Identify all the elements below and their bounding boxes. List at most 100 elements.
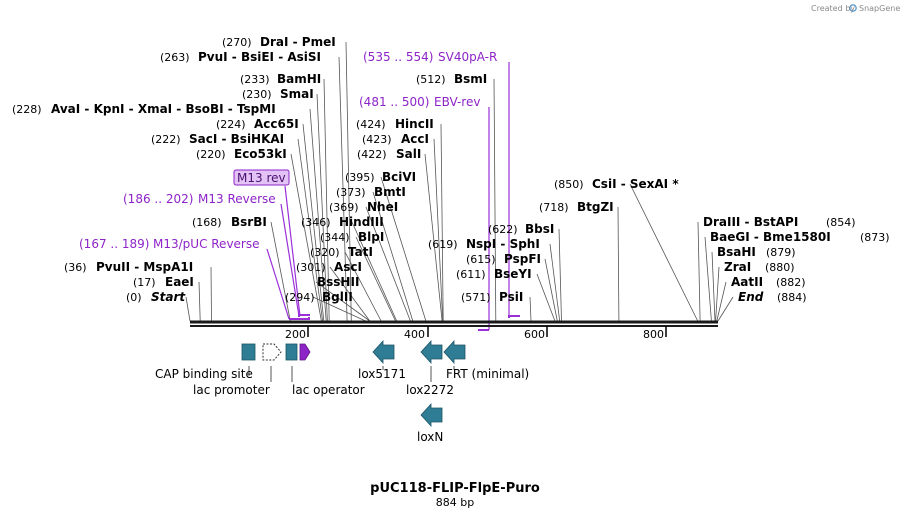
site-pvuii-name: PvuII - MspA1I [96, 260, 193, 274]
primer-labels: (167 .. 189) M13/pUC Reverse (186 .. 202… [79, 50, 497, 251]
site-pvui[interactable]: (263) PvuI - BsiEI - AsiSI [160, 50, 321, 64]
primer-bar-sv40pa-r[interactable] [508, 315, 520, 318]
site-hincii[interactable]: (424) HincII [356, 117, 434, 131]
leader-line-draiii [697, 221, 701, 322]
site-avai-name: AvaI - KpnI - XmaI - BsoBI - TspMI [51, 102, 276, 116]
site-hindiii[interactable]: (346) HindIII [301, 215, 384, 229]
leader-line-end [717, 296, 734, 322]
site-csii-position: (850) [554, 178, 584, 191]
leader-lines [185, 41, 734, 330]
leader-line-drai [345, 41, 352, 322]
leader-line-bseyi [536, 273, 556, 322]
features: CAP binding site lac promoter lac operat… [155, 339, 529, 444]
primer-m13-reverse[interactable]: (186 .. 202) M13 Reverse [123, 192, 276, 206]
primer-m13-puc-reverse[interactable]: (167 .. 189) M13/pUC Reverse [79, 237, 260, 251]
site-sali[interactable]: (422) SalI [357, 147, 421, 161]
site-bsrbi[interactable]: (168) BsrBI [192, 215, 267, 229]
feature-lox5171[interactable]: lox5171 [358, 339, 406, 381]
site-bcivi-name: BciVI [382, 170, 416, 184]
site-drai[interactable]: (270) DraI - PmeI [222, 35, 336, 49]
primer-m13-puc-reverse-range: (167 .. 189) [79, 237, 149, 251]
feature-loxn[interactable]: loxN [417, 402, 443, 444]
ruler: 200 400 600 800 [285, 326, 667, 341]
restriction-sites: (0) Start (17) EaeI (36) PvuII - MspA1I … [12, 35, 890, 304]
site-blpi[interactable]: (344) BlpI [320, 230, 384, 244]
tick-label-200: 200 [285, 328, 306, 341]
site-hindiii-position: (346) [301, 216, 331, 229]
site-bmti-name: BmtI [374, 185, 406, 199]
site-avai[interactable]: (228) AvaI - KpnI - XmaI - BsoBI - TspMI [12, 102, 276, 116]
feature-lac-promoter[interactable]: lac promoter [193, 343, 282, 397]
feature-frt-minimal-label: FRT (minimal) [446, 367, 529, 381]
feature-lox2272[interactable]: lox2272 [406, 339, 454, 397]
primer-leader-m13-rev [284, 185, 301, 317]
site-zrai-position: (880) [765, 261, 795, 274]
feature-cap-binding-site[interactable]: CAP binding site [155, 343, 256, 381]
leader-line-bamhi [323, 78, 330, 322]
leader-line-bbsi [558, 228, 562, 322]
site-nspi[interactable]: (619) NspI - SphI [428, 237, 540, 251]
feature-lac-operator[interactable]: lac operator [285, 343, 365, 397]
site-baegi-position: (873) [860, 231, 890, 244]
leader-line-eaei [198, 281, 201, 322]
site-eaei[interactable]: (17) EaeI [133, 275, 194, 289]
site-aatii[interactable]: AatII (882) [731, 275, 806, 289]
snapgene-logo-icon [849, 4, 857, 12]
primer-bar-m13-reverse[interactable] [298, 314, 310, 317]
site-saci-position: (222) [151, 133, 181, 146]
leader-line-saci [297, 138, 323, 322]
leader-line-bsshii [315, 281, 371, 322]
primer-sv40pa-r[interactable]: (535 .. 554) SV40pA-R [363, 50, 497, 64]
site-bbsi[interactable]: (622) BbsI [488, 222, 554, 236]
site-btgzi[interactable]: (718) BtgZI [539, 200, 614, 214]
site-eaei-name: EaeI [165, 275, 194, 289]
site-tati[interactable]: (320) TatI [310, 245, 373, 259]
snapgene-credit: Created by SnapGene [811, 4, 900, 13]
site-end[interactable]: End (884) [738, 290, 807, 304]
map-caption: pUC118-FLIP-FlpE-Puro 884 bp [370, 481, 540, 509]
site-bsmi[interactable]: (512) BsmI [416, 72, 487, 86]
site-acci[interactable]: (423) AccI [362, 132, 429, 146]
leader-line-bsmi [493, 78, 497, 322]
tick-label-400: 400 [404, 328, 425, 341]
site-bamhi[interactable]: (233) BamHI [240, 72, 321, 86]
primer-m13-rev-highlighted[interactable]: M13 rev [233, 169, 290, 186]
sequence-backbone [190, 320, 718, 327]
primer-m13-rev-highlight-box [233, 169, 290, 186]
feature-lox5171-label: lox5171 [358, 367, 406, 381]
site-draiii[interactable]: DraIII - BstAPI (854) [703, 215, 856, 229]
site-bsshii[interactable]: BssHII [317, 275, 359, 289]
site-pspfi[interactable]: (615) PspFI [466, 252, 541, 266]
site-bsrbi-name: BsrBI [231, 215, 267, 229]
site-asci[interactable]: (301) AscI [296, 260, 362, 274]
primer-bar-m13-puc-reverse[interactable] [289, 317, 310, 320]
site-nhei[interactable]: (369) NheI [329, 200, 398, 214]
site-saci[interactable]: (222) SacI - BsiHKAI [151, 132, 284, 146]
leader-line-acc65i [302, 123, 325, 322]
site-bglii-name: BglII [322, 290, 353, 304]
leader-line-start [185, 296, 191, 322]
primer-ebv-rev[interactable]: (481 .. 500) EBV-rev [359, 95, 480, 109]
site-acc65i[interactable]: (224) Acc65I [216, 117, 299, 131]
site-bmti[interactable]: (373) BmtI [336, 185, 406, 199]
site-zrai[interactable]: ZraI (880) [724, 260, 795, 274]
site-bbsi-position: (622) [488, 223, 518, 236]
site-baegi[interactable]: BaeGI - Bme1580I (873) [710, 230, 890, 244]
feature-frt-minimal[interactable]: FRT (minimal) [443, 339, 529, 381]
site-bglii[interactable]: (294) BglII [285, 290, 353, 304]
site-bcivi[interactable]: (395) BciVI [345, 170, 416, 184]
leader-line-zrai [715, 266, 720, 322]
site-bamhi-position: (233) [240, 73, 270, 86]
site-bsahi[interactable]: BsaHI (879) [717, 245, 796, 259]
site-csii[interactable]: (850) CsiI - SexAI * [554, 177, 679, 191]
primer-m13-reverse-name: M13 Reverse [198, 192, 276, 206]
site-start[interactable]: (0) Start [126, 290, 186, 304]
site-pvuii[interactable]: (36) PvuII - MspA1I [64, 260, 193, 274]
site-eco53ki[interactable]: (220) Eco53kI [196, 147, 287, 161]
site-smai[interactable]: (230) SmaI [242, 87, 314, 101]
site-acci-position: (423) [362, 133, 392, 146]
primer-ebv-rev-name: EBV-rev [434, 95, 480, 109]
site-psii[interactable]: (571) PsiI [461, 290, 523, 304]
site-bseyi[interactable]: (611) BseYI [456, 267, 532, 281]
